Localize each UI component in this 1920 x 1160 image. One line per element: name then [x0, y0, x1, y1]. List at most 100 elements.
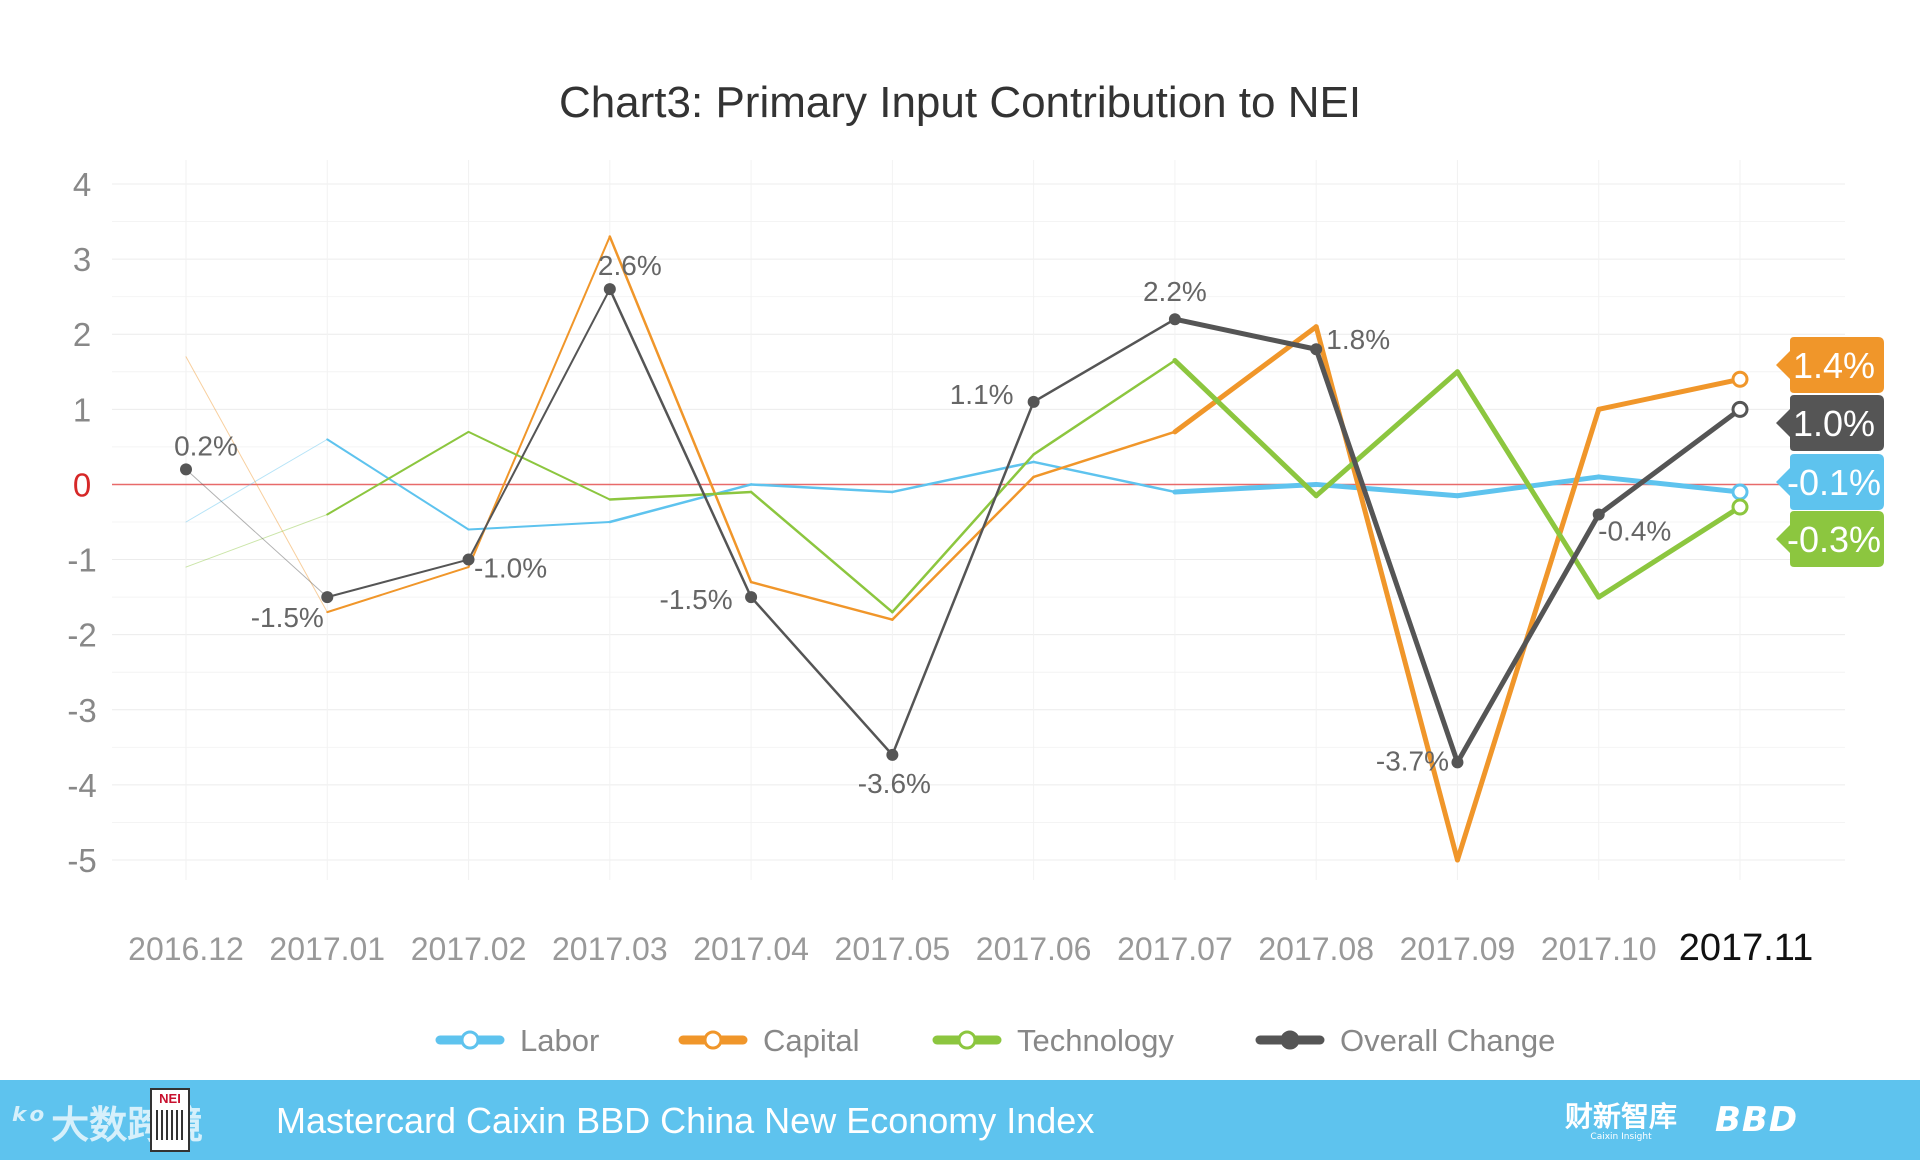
series-segment — [1596, 406, 1743, 517]
end-marker — [1731, 498, 1749, 516]
data-point — [462, 553, 475, 566]
data-point — [1027, 395, 1040, 408]
series-segment — [185, 468, 328, 598]
series-segment — [326, 566, 470, 614]
y-tick-label: -3 — [67, 692, 96, 729]
point-label: 1.1% — [950, 379, 1014, 410]
data-point — [603, 283, 616, 296]
series-segment — [1032, 460, 1177, 494]
end-marker — [1731, 370, 1749, 388]
series-segment — [1313, 481, 1460, 499]
legend-label: Overall Change — [1340, 1023, 1555, 1058]
legend-marker — [957, 1030, 977, 1050]
point-label: -1.5% — [660, 584, 733, 615]
series-segment — [1032, 430, 1177, 479]
y-tick-label: 3 — [73, 241, 91, 278]
y-tick-label: -2 — [67, 617, 96, 654]
legend-item-overall-change: Overall Change — [1255, 1023, 1555, 1058]
y-axis: 4 3 2 1 0 -1 -2 -3 -4 -5 — [67, 166, 96, 879]
data-point — [321, 591, 334, 604]
x-tick-label: 2017.10 — [1541, 931, 1657, 967]
x-tick-label: 2017.02 — [411, 931, 527, 967]
series-segment — [1172, 358, 1319, 499]
series-segment — [749, 490, 894, 614]
legend-marker — [460, 1030, 480, 1050]
end-label-text: -0.1% — [1787, 462, 1881, 503]
point-label: 2.2% — [1143, 276, 1207, 307]
point-label: 2.6% — [598, 250, 662, 281]
x-tick-label: 2017.09 — [1400, 931, 1516, 967]
series-lines — [180, 235, 1749, 863]
end-label-technology: -0.3% — [1776, 511, 1884, 567]
footer-banner: ᵏᵒ 大数跨境 NEI Mastercard Caixin BBD China … — [0, 1080, 1920, 1160]
series-segment — [891, 475, 1035, 621]
watermark-logo: ᵏᵒ — [12, 1101, 46, 1141]
x-tick-label: 2017.07 — [1117, 931, 1233, 967]
x-tick-label: 2017.05 — [835, 931, 951, 967]
series-segment — [1313, 346, 1460, 765]
end-label-capital: 1.4% — [1776, 337, 1884, 393]
end-label-text: 1.0% — [1793, 403, 1875, 444]
series-segment — [749, 595, 894, 757]
series-segment — [1313, 369, 1460, 499]
x-tick-label: 2017.06 — [976, 931, 1092, 967]
point-label: -3.7% — [1376, 745, 1449, 776]
series-segment — [185, 513, 328, 568]
series-segment — [891, 400, 1035, 757]
x-tick-label: 2017.08 — [1258, 931, 1374, 967]
legend-item-labor: Labor — [435, 1023, 599, 1058]
data-point — [1168, 313, 1181, 326]
end-labels: -0.1% 1.4% -0.3% 1.0% — [1776, 337, 1884, 567]
series-segment — [326, 430, 470, 516]
footer-title: Mastercard Caixin BBD China New Economy … — [276, 1100, 1095, 1141]
y-tick-label: 1 — [73, 391, 91, 428]
series-segment — [1032, 317, 1177, 404]
series-segment — [326, 558, 470, 599]
end-label-flag — [1776, 337, 1884, 393]
end-label-flag — [1776, 454, 1884, 510]
y-tick-label: 4 — [73, 166, 91, 203]
y-tick-label: -1 — [67, 542, 96, 579]
point-labels: 0.2% -1.5% -1.0% 2.6% -1.5% -3.6% 1.1% 2.2% 1.8%… — [174, 250, 1671, 799]
end-label-labor: -0.1% — [1776, 454, 1884, 510]
x-tick-label: 2016.12 — [128, 931, 244, 967]
data-point — [886, 748, 899, 761]
caixin-logo-sub: Caixin Insight — [1590, 1132, 1652, 1142]
series-segment — [1596, 376, 1743, 412]
series-segment — [1172, 316, 1319, 352]
y-tick-label: -4 — [67, 767, 96, 804]
series-segment — [891, 460, 1035, 494]
series-segment — [608, 483, 753, 524]
y-tick-label: 2 — [73, 316, 91, 353]
point-label: -1.0% — [474, 553, 547, 584]
caixin-logo-text: 财新智库 — [1565, 1100, 1678, 1133]
legend-label: Capital — [763, 1023, 860, 1058]
end-label-text: -0.3% — [1787, 519, 1881, 560]
series-segment — [467, 288, 611, 561]
x-tick-label: 2017.03 — [552, 931, 668, 967]
series-segment — [467, 430, 611, 501]
series-segment — [467, 235, 611, 569]
data-point — [1451, 756, 1464, 769]
series-segment — [608, 235, 753, 584]
data-point — [1310, 343, 1323, 356]
x-tick-label: 2017.11 — [1679, 927, 1814, 969]
y-tick-label: -5 — [67, 842, 96, 879]
series-segment — [1454, 511, 1602, 765]
x-tick-label: 2017.01 — [269, 931, 385, 967]
grid-lines — [112, 160, 1845, 880]
x-tick-label: 2017.04 — [693, 931, 809, 967]
legend-marker — [1280, 1030, 1300, 1050]
point-label: 1.8% — [1326, 324, 1390, 355]
legend: Labor Capital Technology Overall Change — [435, 1023, 1555, 1058]
nei-badge: NEI — [150, 1088, 190, 1152]
end-label-overall-change: 1.0% — [1776, 395, 1884, 451]
legend-item-capital: Capital — [678, 1023, 860, 1058]
data-point — [745, 591, 758, 604]
series-segment — [1032, 359, 1177, 456]
series-segment — [891, 453, 1035, 614]
end-label-flag — [1776, 395, 1884, 451]
series-labor — [185, 438, 1749, 531]
series-segment — [608, 490, 753, 501]
barcode-icon — [156, 1110, 184, 1140]
